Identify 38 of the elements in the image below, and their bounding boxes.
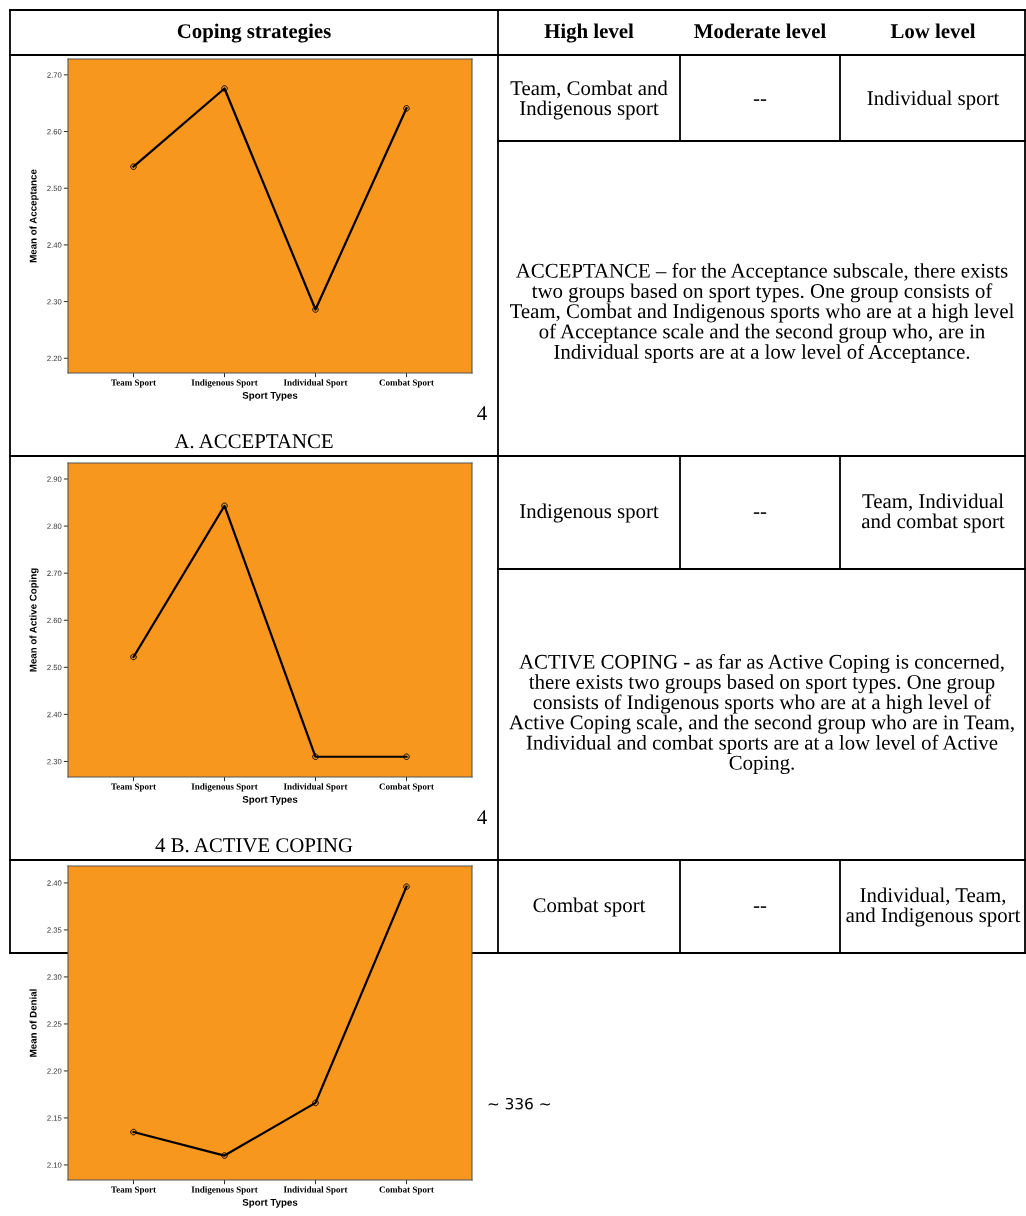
- text: Low level: [890, 23, 976, 39]
- text: Coping strategies: [177, 23, 331, 43]
- text: High level: [544, 23, 634, 43]
- x-axis-title: Sport Types: [242, 391, 298, 401]
- text: 4 B. ACTIVE COPING: [155, 838, 353, 853]
- y-axis-title: Mean of Denial: [29, 989, 37, 1057]
- x-tick-label: Team Sport: [111, 1186, 157, 1195]
- text: Combat sport: [533, 897, 646, 917]
- x-tick-label: Individual Sport: [283, 783, 348, 792]
- x-tick-label: Individual Sport: [283, 379, 348, 388]
- text: ACTIVE COPING - as far as Active Coping is concerned, there exists two groups based on sport types. One group consists of Indigenous sports who are at a high level of Active Coping scale, and the second group who are in Team, Individual and combat sports are at a low level of Active Coping.: [509, 653, 1014, 775]
- x-tick-label: Indigenous Sport: [191, 783, 258, 792]
- y-axis-title: Mean of Active Coping: [29, 568, 39, 672]
- text: --: [753, 906, 767, 908]
- text: Individual, Team, and Indigenous sport: [846, 887, 1021, 927]
- x-axis-title: Sport Types: [242, 1198, 298, 1208]
- x-tick-label: Team Sport: [111, 783, 157, 792]
- x-tick-label: Indigenous Sport: [191, 1186, 258, 1195]
- text: --: [753, 99, 767, 101]
- text: Team, Individual and combat sport: [861, 493, 1005, 533]
- x-tick-label: Combat Sport: [379, 379, 434, 388]
- text: Team, Combat and Indigenous sport: [510, 80, 668, 120]
- x-tick-label: Individual Sport: [283, 1186, 348, 1195]
- y-axis-title: Mean of Acceptance: [29, 169, 39, 263]
- text: --: [753, 512, 767, 514]
- text: 4: [477, 810, 487, 825]
- text: A. ACCEPTANCE: [174, 434, 333, 449]
- x-tick-label: Team Sport: [111, 379, 157, 388]
- x-tick-label: Combat Sport: [379, 783, 434, 792]
- text: Moderate level: [694, 23, 826, 39]
- x-axis-title: Sport Types: [242, 795, 298, 805]
- text: ~ 336 ~: [488, 1097, 550, 1110]
- text: ACCEPTANCE – for the Acceptance subscale, there exists two groups based on sport types. One group consists of Team, Combat and Indigenous sports who are at a high level of Acceptance scale and the second group who, are in Individual sports are at a low level of Acceptance.: [509, 262, 1014, 364]
- text: 4: [477, 406, 487, 421]
- text: Indigenous sport: [520, 503, 659, 523]
- x-tick-label: Combat Sport: [379, 1186, 434, 1195]
- x-tick-label: Indigenous Sport: [191, 379, 258, 388]
- text: Individual sport: [867, 90, 1000, 110]
